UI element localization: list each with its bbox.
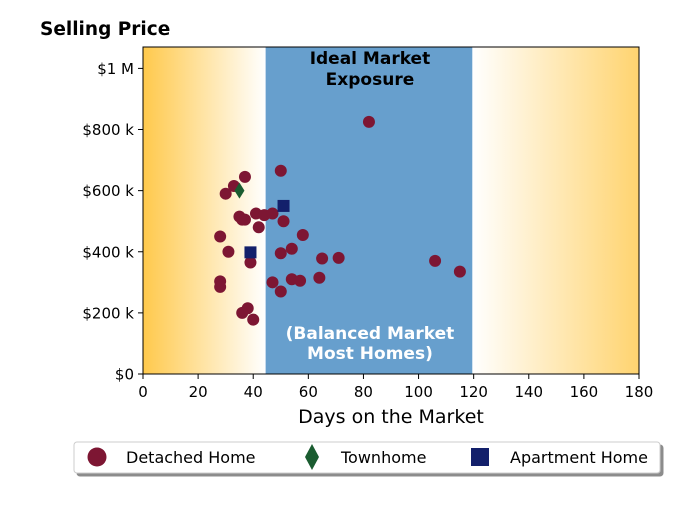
detached-home-point <box>252 221 265 234</box>
data-points <box>214 115 466 326</box>
plot-background <box>143 47 639 374</box>
x-tick-label: 180 <box>625 383 654 401</box>
detached-home-point <box>274 247 287 260</box>
detached-home-point <box>362 115 375 128</box>
x-tick-label: 160 <box>570 383 599 401</box>
detached-home-point <box>274 285 287 298</box>
detached-home-point <box>214 230 227 243</box>
detached-home-point <box>294 274 307 287</box>
y-tick-label: $600 k <box>82 182 134 200</box>
band-bottom-label-line2: Most Homes) <box>307 344 433 364</box>
detached-home-point <box>214 280 227 293</box>
chart-title: Selling Price <box>40 19 170 40</box>
x-axis-label: Days on the Market <box>298 406 484 428</box>
detached-home-point <box>266 207 279 220</box>
legend-label-detached-home: Detached Home <box>126 448 256 467</box>
x-tick-label: 60 <box>299 383 318 401</box>
y-tick-label: $400 k <box>82 243 134 261</box>
x-tick-label: 0 <box>138 383 148 401</box>
detached-home-point <box>429 254 442 267</box>
y-axis: $0 $200 k $400 k $600 k $800 k $1 M <box>82 60 143 384</box>
detached-home-point <box>274 164 287 177</box>
detached-home-point <box>236 306 249 319</box>
x-tick-label: 120 <box>459 383 488 401</box>
legend-box <box>73 441 661 474</box>
apartment-home-point <box>277 199 290 212</box>
x-tick-label: 40 <box>244 383 263 401</box>
legend-label-apartment-home: Apartment Home <box>510 448 648 467</box>
x-tick-label: 80 <box>354 383 373 401</box>
detached-home-point <box>296 228 309 241</box>
y-tick-label: $200 k <box>82 304 134 322</box>
band-top-label-line1: Ideal Market <box>310 49 431 69</box>
gradient-right-region <box>472 47 639 374</box>
detached-home-point <box>238 170 251 183</box>
band-top-label-line2: Exposure <box>326 70 415 90</box>
detached-home-point <box>313 271 326 284</box>
legend-marker-townhome <box>305 444 319 470</box>
plot-frame <box>142 46 640 375</box>
ideal-exposure-band <box>265 47 473 374</box>
detached-home-point <box>332 251 345 264</box>
detached-home-point <box>316 252 329 265</box>
y-tick-label: $0 <box>115 366 134 384</box>
y-tick-label: $800 k <box>82 121 134 139</box>
detached-home-point <box>238 213 251 226</box>
legend-marker-detached-home <box>87 447 107 467</box>
x-tick-label: 140 <box>514 383 543 401</box>
detached-home-point <box>277 215 290 228</box>
detached-home-point <box>222 245 235 258</box>
y-tick-label: $1 M <box>97 60 134 78</box>
apartment-home-point <box>244 246 257 259</box>
detached-home-point <box>219 187 232 200</box>
x-tick-label: 20 <box>189 383 208 401</box>
legend: Detached Home Townhome Apartment Home <box>73 441 661 474</box>
gradient-left-region <box>143 47 266 374</box>
townhome-point <box>234 182 245 199</box>
x-tick-label: 100 <box>404 383 433 401</box>
legend-label-townhome: Townhome <box>340 448 426 467</box>
detached-home-point <box>285 242 298 255</box>
detached-home-point <box>266 276 279 289</box>
x-axis: 0 20 40 60 80 100 120 140 160 180 <box>138 374 653 401</box>
detached-home-point <box>453 265 466 278</box>
detached-home-point <box>247 313 260 326</box>
detached-home-point <box>244 256 257 269</box>
band-bottom-label-line1: (Balanced Market <box>286 324 455 344</box>
legend-marker-apartment-home <box>471 448 489 466</box>
